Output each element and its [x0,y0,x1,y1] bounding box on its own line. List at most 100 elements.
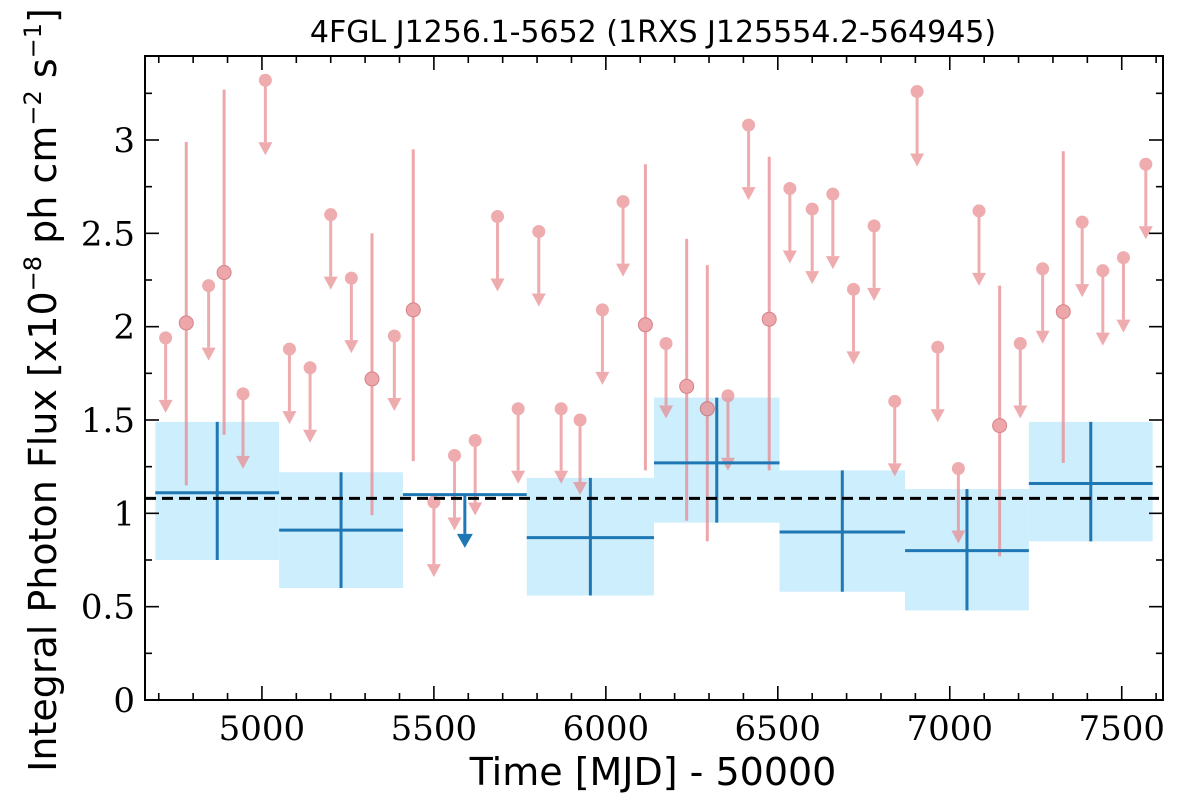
upper-limit-point [1036,262,1050,276]
short-bin-points [158,73,1153,578]
upper-limit-marker [887,394,902,477]
long-bin-upper-limit [402,493,527,548]
upper-limit-marker [490,210,505,292]
detection-point [992,418,1008,434]
upper-limit-marker [531,224,546,307]
upper-limit-point [659,336,673,350]
upper-limit-arrow-head [1116,319,1131,333]
upper-limit-arrow-head [258,142,273,156]
y-tick-label: 0 [113,681,135,721]
upper-limit-arrow-head [805,271,820,285]
upper-limit-point [595,303,609,317]
upper-limit-marker [782,182,797,264]
upper-limit-point [554,402,568,416]
upper-limit-arrow-head [1075,284,1090,298]
upper-limit-arrow-head [1013,405,1028,419]
long-bin-point [779,470,906,592]
upper-limit-marker [236,387,251,469]
detection-marker [992,285,1008,557]
upper-limit-arrow-head [344,340,359,354]
x-tick-label: 7000 [907,709,994,749]
y-tick-label: 1 [113,494,135,534]
upper-limit-marker [201,279,216,361]
upper-limit-marker [344,271,359,354]
upper-limit-arrow-head [387,398,402,411]
upper-limit-arrow-head [659,405,674,419]
upper-limit-marker [1138,157,1153,240]
long-bin-point [654,397,780,523]
upper-limit-arrow-head [447,517,462,531]
upper-limit-marker [1075,215,1090,298]
plot-frame [144,55,1164,701]
upper-limit-marker [805,202,820,285]
upper-limit-arrow-head [616,263,631,277]
detection-point [216,265,232,281]
x-tick-label: 7500 [1078,709,1165,749]
upper-limit-point [1139,157,1153,171]
detection-point [699,401,715,417]
upper-limit-marker [323,208,338,290]
y-tick-label: 0.5 [81,588,135,628]
upper-limit-point [826,187,840,201]
long-bin-point [905,489,1029,611]
detection-point [178,315,194,331]
upper-limit-arrow-head [303,429,318,443]
upper-limit-arrow-head [426,564,441,578]
upper-limit-point [805,202,819,216]
upper-limit-point [742,118,756,132]
chart-title: 4FGL J1256.1-5652 (1RXS J125554.2-564945… [310,15,996,50]
upper-limit-point [448,448,462,462]
upper-limit-marker [972,204,987,286]
y-axis-label-suffix: ] [21,8,65,23]
detection-marker [216,89,232,435]
upper-limit-arrow-head [867,287,882,301]
detection-point [1055,304,1071,320]
upper-limit-point [468,434,482,448]
y-axis-label-exp3: −1 [19,23,47,58]
upper-limit-marker [303,361,318,443]
upper-limit-arrow-head [782,250,797,264]
upper-limit-point [573,413,587,427]
detection-marker [364,233,380,516]
upper-limit-arrow-head [910,153,925,167]
x-tick-label: 6000 [563,709,650,749]
upper-limit-arrow-head [201,347,216,361]
x-tick-label: 5500 [391,709,478,749]
upper-limit-point [1116,251,1130,265]
upper-limit-marker [846,282,861,365]
upper-limit-point [511,402,525,416]
upper-limit-point [888,394,902,408]
upper-limit-marker [1095,264,1110,346]
upper-limit-point [236,387,250,401]
upper-limit-arrow-head [887,463,902,477]
upper-limit-marker [659,336,674,419]
upper-limit-arrow-head [573,482,588,495]
upper-limit-marker [616,195,631,277]
detection-marker [405,149,421,462]
upper-limit-marker [867,219,882,301]
detection-point [405,302,421,318]
x-tick-label: 5000 [219,709,306,749]
upper-limit-arrow-head [846,351,861,365]
y-axis-label: Integral Photon Flux [x10−8 ph cm−2 s−1] [19,8,65,772]
y-tick-label: 3 [113,121,135,161]
upper-limit-point [324,208,338,222]
detection-point [637,317,653,333]
upper-limit-point [491,210,505,224]
upper-limit-arrow-head [951,530,966,544]
upper-limit-marker [741,118,756,201]
upper-limit-point [910,84,924,98]
detection-point [761,311,777,327]
upper-limit-point [931,340,945,354]
detection-marker [761,156,777,471]
y-tick-label: 1.5 [81,401,135,441]
upper-limit-arrow-head [282,411,297,425]
y-tick-label: 2 [113,308,135,348]
upper-limit-point [303,361,317,375]
detection-marker [1055,151,1071,463]
upper-limit-marker [258,73,273,156]
long-bin-arrow-head [456,533,473,548]
upper-limit-point [867,219,881,233]
upper-limit-arrow-head [741,187,756,201]
